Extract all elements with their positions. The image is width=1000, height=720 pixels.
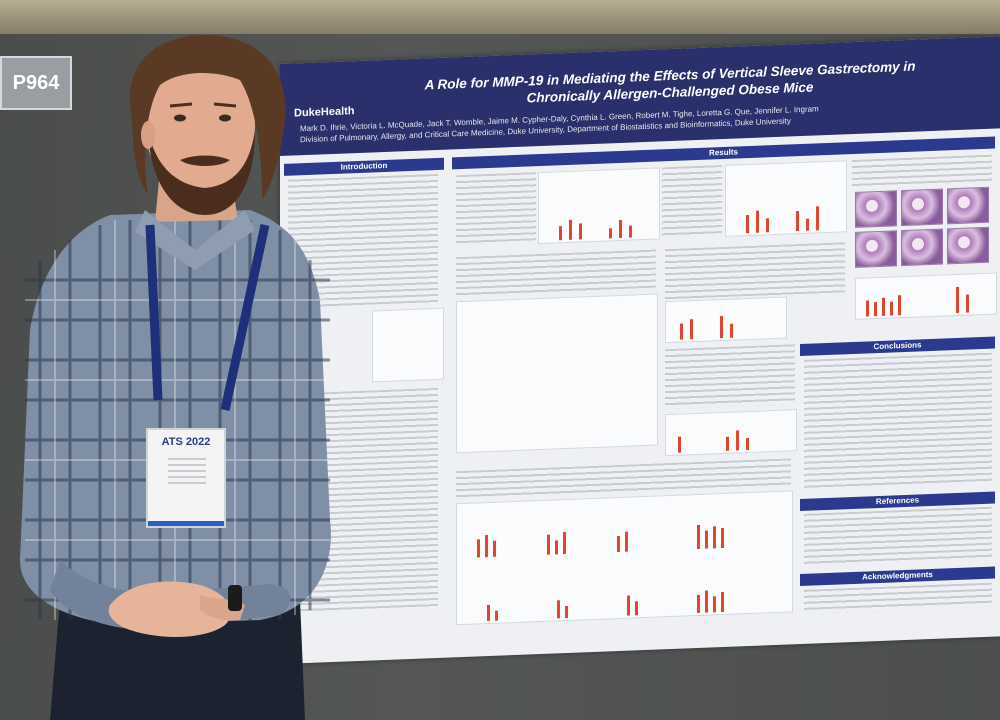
badge-event: ATS 2022 [161, 436, 211, 448]
badge-name-text [168, 458, 206, 488]
badge-stripe [148, 521, 224, 526]
name-badge: ATS 2022 [146, 428, 226, 528]
booth-sign: P964 [0, 56, 72, 110]
ceiling [0, 0, 1000, 38]
